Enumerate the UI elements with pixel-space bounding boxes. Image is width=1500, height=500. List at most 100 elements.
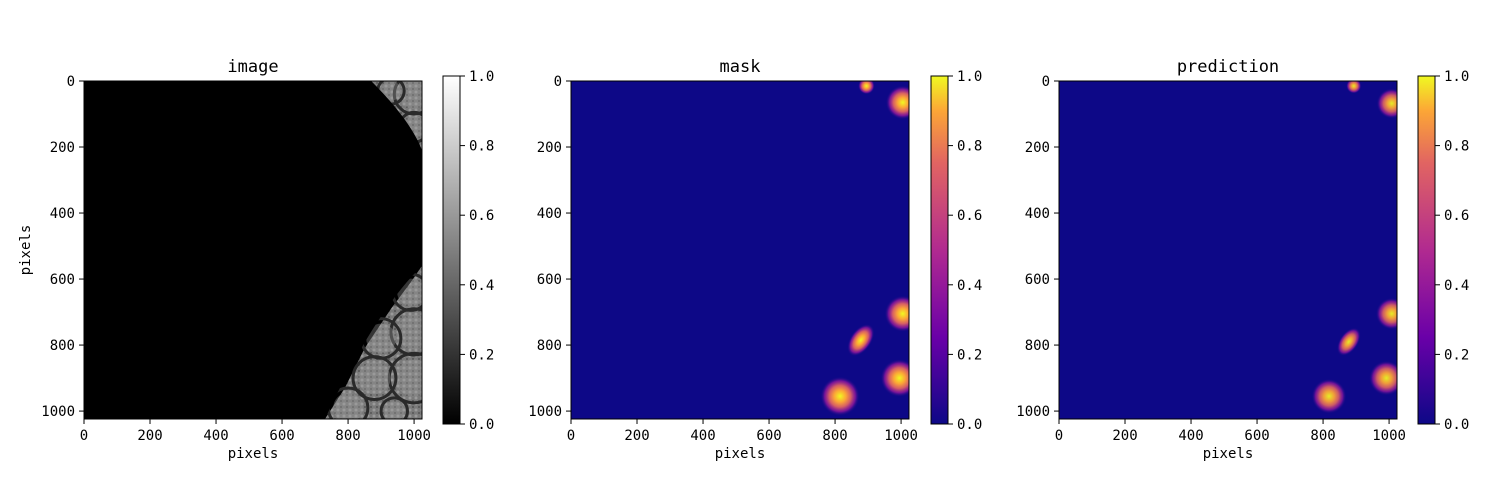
y-tick-label: 200 [1025, 140, 1050, 156]
colorbar-tick-label: 0.6 [1444, 208, 1469, 224]
x-tick-label: 200 [624, 428, 649, 444]
axes-frame [570, 80, 910, 420]
y-tick-label: 1000 [1016, 404, 1050, 420]
bubble-ring [389, 307, 422, 357]
heatmap-image [571, 81, 909, 419]
x-tick-label: 1000 [397, 428, 431, 444]
colorbar-tick-label: 0.2 [469, 347, 494, 363]
colorbar-tick-label: 0.8 [1444, 139, 1469, 155]
x-tick-label: 1000 [1372, 428, 1406, 444]
blob-2 [884, 295, 909, 332]
panel-image: 0 200 400 600 800 1000 0 200 400 600 800 1000 image p… [18, 57, 494, 462]
colorbar: 0.0 0.2 0.4 0.6 0.8 1.0 [442, 69, 494, 433]
blob-0 [1346, 81, 1362, 94]
bubble-core [366, 323, 396, 354]
bubble-ring [392, 81, 422, 116]
blob-1 [885, 85, 909, 120]
colorbar-tick-label: 0.8 [957, 139, 982, 155]
x-axis-label: pixels [1203, 446, 1254, 462]
axes-frame [83, 80, 423, 420]
panel-title: image [227, 57, 278, 77]
colorbar-tick-label: 1.0 [957, 69, 982, 85]
blob-5 [820, 376, 860, 416]
axes-frame [1058, 80, 1398, 420]
bubble-core [381, 81, 401, 101]
y-tick-label: 800 [537, 338, 562, 354]
y-tick-label: 400 [1025, 206, 1050, 222]
y-tick-label: 600 [50, 272, 75, 288]
y-tick-label: 400 [50, 206, 75, 222]
heatmap-background [571, 81, 909, 419]
x-tick-label: 0 [1055, 428, 1063, 444]
dark-region [84, 81, 422, 419]
heatmap-image [84, 81, 422, 419]
x-tick-label: 0 [567, 428, 575, 444]
x-axis-label: pixels [715, 446, 766, 462]
bubble-ring [379, 396, 409, 419]
blob-0 [858, 81, 875, 95]
colorbar-tick-label: 0.2 [1444, 347, 1469, 363]
bubble-core [384, 401, 405, 419]
x-tick-label: 600 [1244, 428, 1269, 444]
blob-4 [1368, 360, 1397, 396]
colorbar-tick-label: 0.4 [1444, 278, 1469, 294]
panel-prediction: 0 200 400 600 800 1000 0 200 400 600 800 1000 predic… [1016, 57, 1469, 462]
heatmap-background [1059, 81, 1397, 419]
y-tick-label: 200 [537, 140, 562, 156]
x-tick-label: 800 [1310, 428, 1335, 444]
x-tick-label: 400 [203, 428, 228, 444]
x-tick-label: 600 [269, 428, 294, 444]
bubble-core [395, 359, 422, 397]
colorbar-tick-label: 0.6 [957, 208, 982, 224]
y-axis-label: pixels [18, 225, 34, 276]
colorbar: 0.0 0.2 0.4 0.6 0.8 1.0 [1417, 69, 1469, 433]
colorbar: 0.0 0.2 0.4 0.6 0.8 1.0 [930, 69, 982, 433]
bubble-core [396, 314, 422, 350]
y-tick-label: 600 [537, 272, 562, 288]
y-tick-label: 1000 [41, 404, 75, 420]
x-tick-label: 600 [756, 428, 781, 444]
colorbar-tick-label: 0.0 [469, 417, 494, 433]
x-tick-label: 0 [80, 428, 88, 444]
y-tick-label: 400 [537, 206, 562, 222]
colorbar-tick-label: 0.0 [1444, 417, 1469, 433]
x-tick-label: 1000 [884, 428, 918, 444]
colorbar-gradient [442, 75, 461, 425]
blob-2 [1375, 297, 1397, 330]
x-tick-label: 400 [1178, 428, 1203, 444]
colorbar-tick-label: 0.4 [469, 278, 494, 294]
panel-title: mask [720, 57, 761, 77]
colorbar-tick-label: 0.0 [957, 417, 982, 433]
x-tick-label: 800 [822, 428, 847, 444]
colorbar-tick-label: 1.0 [469, 69, 494, 85]
y-tick-label: 800 [1025, 338, 1050, 354]
colorbar-tick-label: 0.4 [957, 278, 982, 294]
y-tick-label: 1000 [528, 404, 562, 420]
panel-title: prediction [1177, 57, 1279, 77]
x-tick-label: 200 [137, 428, 162, 444]
y-tick-label: 600 [1025, 272, 1050, 288]
y-tick-label: 200 [50, 140, 75, 156]
y-tick-label: 0 [554, 74, 562, 90]
colorbar-tick-label: 0.2 [957, 347, 982, 363]
y-tick-label: 0 [1042, 74, 1050, 90]
bubble-ring [387, 351, 422, 405]
blob-3 [1336, 327, 1361, 356]
y-tick-label: 800 [50, 338, 75, 354]
x-tick-label: 400 [690, 428, 715, 444]
blob-4 [880, 359, 909, 398]
colorbar-tick-label: 0.8 [469, 139, 494, 155]
bubble-core [333, 392, 363, 419]
panel-mask: 0 200 400 600 800 1000 0 200 400 600 800 1000 mask pi… [528, 57, 982, 462]
colorbar-tick-label: 0.6 [469, 208, 494, 224]
x-tick-label: 800 [335, 428, 360, 444]
bubble-core [358, 361, 391, 395]
blob-3 [847, 323, 875, 357]
blob-1 [1376, 88, 1397, 119]
colorbar-gradient [1417, 75, 1436, 425]
heatmap-image [1059, 81, 1397, 419]
colorbar-tick-label: 1.0 [1444, 69, 1469, 85]
x-tick-label: 200 [1112, 428, 1137, 444]
colorbar-gradient [930, 75, 949, 425]
